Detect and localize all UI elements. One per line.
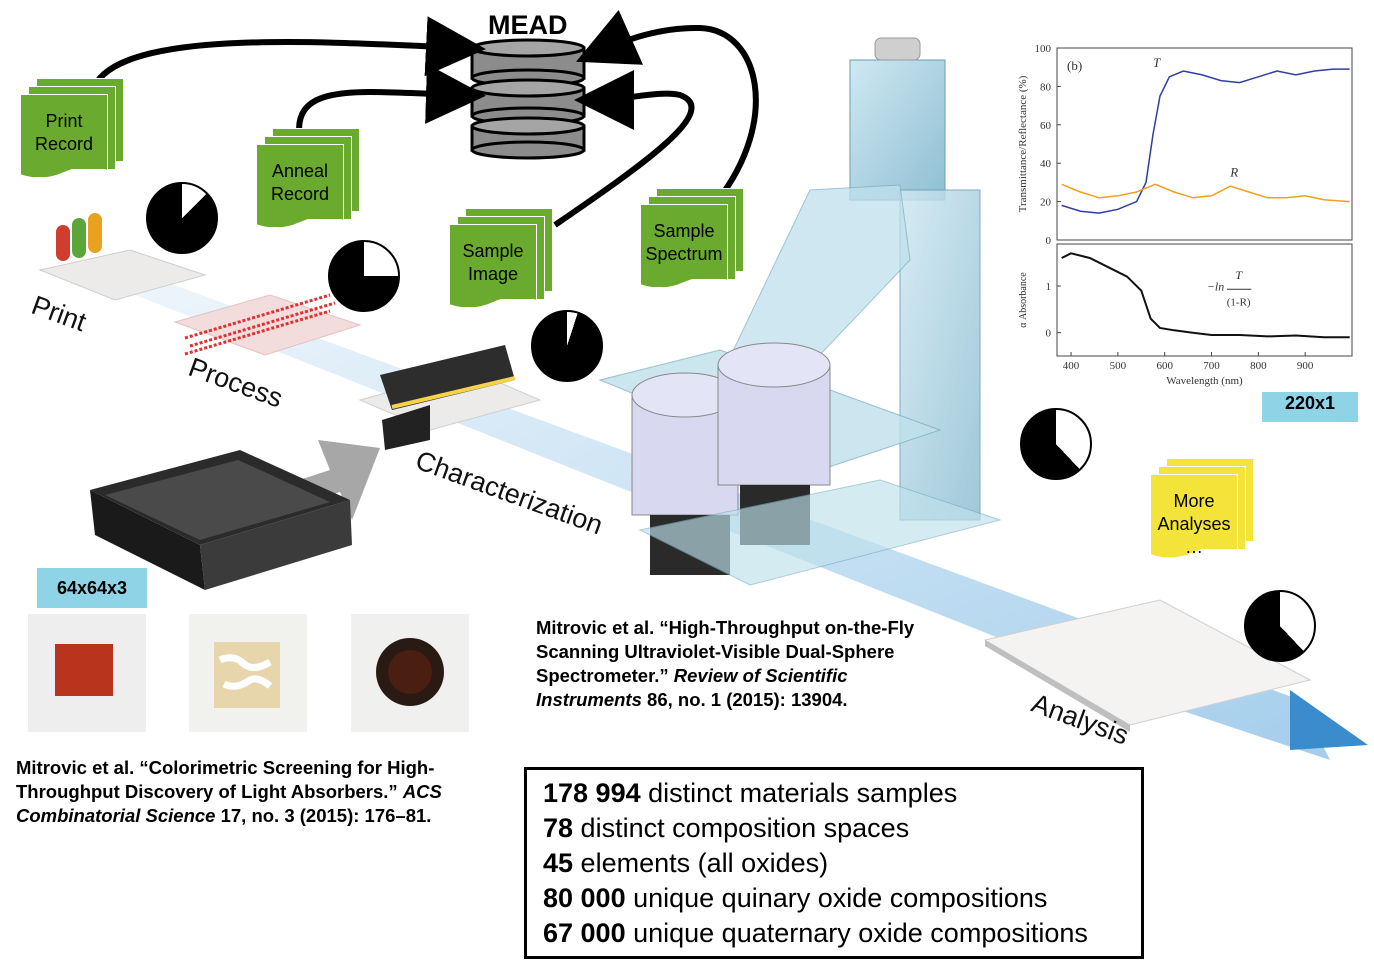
sample-spectrum-document-icon: Sample Spectrum xyxy=(640,188,744,292)
y-axis-label: α Absorbance xyxy=(1018,272,1029,328)
stat-text: unique quaternary oxide compositions xyxy=(625,918,1088,948)
document-page xyxy=(1150,474,1238,558)
document-label-line: Spectrum xyxy=(645,244,723,264)
reference-colorimetric-journal: ACS Combinatorial Science xyxy=(16,781,442,826)
sample-spectrum-label: Sample Spectrum xyxy=(640,220,728,266)
y-tick-label: 40 xyxy=(1040,158,1052,170)
y-tick-label: 60 xyxy=(1040,120,1052,132)
formula-numerator: T xyxy=(1235,268,1243,282)
mead-database-icon xyxy=(470,38,586,160)
y-tick-label: 0 xyxy=(1046,235,1052,247)
anneal-record-document-icon: Anneal Record xyxy=(256,128,360,232)
stat-text: unique quinary oxide compositions xyxy=(625,883,1048,913)
stat-number: 178 994 xyxy=(543,778,641,808)
print-station xyxy=(38,213,207,301)
progress-pie-process xyxy=(328,240,400,312)
stat-line: 45 elements (all oxides) xyxy=(543,846,1141,881)
stat-number: 45 xyxy=(543,848,574,878)
progress-pie-analysis xyxy=(1244,590,1316,662)
document-label-line: Analyses xyxy=(1157,514,1231,534)
stat-line: 78 distinct composition spaces xyxy=(543,811,1141,846)
stat-text: distinct composition spaces xyxy=(573,813,910,843)
x-tick-label: 400 xyxy=(1063,360,1080,372)
stat-number: 67 000 xyxy=(543,918,626,948)
print-record-document-icon: Print Record xyxy=(20,78,124,182)
x-tick-label: 700 xyxy=(1203,360,1220,372)
flatbed-scanner xyxy=(90,450,352,590)
series-label-T: T xyxy=(1153,55,1161,70)
document-label-line: Sample xyxy=(653,221,715,241)
x-tick-label: 800 xyxy=(1250,360,1267,372)
y-tick-label: 80 xyxy=(1040,81,1052,93)
x-tick-label: 500 xyxy=(1110,360,1127,372)
progress-pie-uvvis xyxy=(1020,408,1092,480)
y-tick-label: 20 xyxy=(1040,197,1052,209)
reference-spectrometer-part1: Mitrovic et al. “High-Throughput on-the-… xyxy=(536,617,915,686)
bottom-panel-frame xyxy=(1056,243,1353,357)
reference-colorimetric: Mitrovic et al. “Colorimetric Screening … xyxy=(16,756,506,828)
y-axis-label: Transmittance/Reflectance (%) xyxy=(1017,75,1029,212)
series-label-R: R xyxy=(1229,165,1238,180)
stat-number: 80 000 xyxy=(543,883,626,913)
y-tick-label: 100 xyxy=(1035,43,1052,55)
document-label-line: Print xyxy=(45,111,83,131)
absorbance-line xyxy=(1061,252,1350,339)
anneal-record-label: Anneal Record xyxy=(256,160,344,206)
sample-image-label: Sample Image xyxy=(449,240,537,286)
reference-colorimetric-part2: 17, no. 3 (2015): 176–81. xyxy=(215,805,432,826)
dataset-stats-box: 178 994 distinct materials samples 78 di… xyxy=(524,767,1144,959)
arrow-spectrum-to-mead xyxy=(576,9,759,202)
reference-spectrometer-journal: Review of Scientific Instruments xyxy=(536,665,848,710)
formula-denominator: (1-R) xyxy=(1227,297,1251,309)
y-tick-label: 0 xyxy=(1046,328,1052,340)
stat-number: 78 xyxy=(543,813,574,843)
top-panel-frame xyxy=(1056,47,1353,241)
formula-prefix: −ln xyxy=(1207,280,1224,294)
stat-line: 80 000 unique quinary oxide compositions xyxy=(543,881,1141,916)
document-label-line: Sample xyxy=(462,241,524,261)
document-label-line: Image xyxy=(467,264,519,284)
x-tick-label: 900 xyxy=(1297,360,1314,372)
document-label-line: Anneal xyxy=(271,161,329,181)
document-label-line: Record xyxy=(34,134,94,154)
stat-text: elements (all oxides) xyxy=(573,848,829,878)
progress-pie-characterization xyxy=(531,310,603,382)
document-label-line: More xyxy=(1173,491,1215,511)
document-page xyxy=(256,144,344,228)
series-line-T xyxy=(1061,68,1350,214)
arrow-anneal-to-mead xyxy=(296,63,486,141)
analysis-arrowhead xyxy=(1290,690,1368,750)
document-label-line: … xyxy=(1185,537,1203,557)
process-station xyxy=(173,293,362,356)
analysis-plate xyxy=(983,599,1312,732)
sample-image-document-icon: Sample Image xyxy=(449,208,553,312)
arrow-image-to-mead xyxy=(553,69,695,228)
y-tick-label: 1 xyxy=(1046,281,1052,293)
spectrum-chart: 0 20 40 60 80 100 (b) Transmittance/Reflectance… xyxy=(1000,36,1370,392)
sample-thumbnails xyxy=(28,614,469,732)
document-label-line: Record xyxy=(270,184,330,204)
stat-line: 178 994 distinct materials samples xyxy=(543,776,1141,811)
progress-pie-print xyxy=(146,182,218,254)
mead-label: MEAD xyxy=(488,10,568,40)
uvvis-spectrometer xyxy=(598,37,1002,586)
panel-label: (b) xyxy=(1067,58,1082,73)
x-tick-label: 600 xyxy=(1156,360,1173,372)
reference-colorimetric-part1: Mitrovic et al. “Colorimetric Screening … xyxy=(16,757,435,802)
series-line-R xyxy=(1061,183,1350,203)
stat-text: distinct materials samples xyxy=(640,778,958,808)
more-analyses-document-icon: More Analyses … xyxy=(1150,458,1254,562)
print-record-label: Print Record xyxy=(20,110,108,156)
reference-spectrometer: Mitrovic et al. “High-Throughput on-the-… xyxy=(536,616,946,712)
more-analyses-label: More Analyses … xyxy=(1150,490,1238,559)
document-page xyxy=(640,204,728,288)
reference-spectrometer-part2: 86, no. 1 (2015): 13904. xyxy=(641,689,848,710)
x-axis-label: Wavelength (nm) xyxy=(1166,375,1243,387)
characterization-station xyxy=(358,345,542,450)
arrow-print-to-mead xyxy=(89,16,486,94)
stat-line: 67 000 unique quaternary oxide compositi… xyxy=(543,916,1141,951)
image-size-tag: 64x64x3 xyxy=(37,568,147,608)
